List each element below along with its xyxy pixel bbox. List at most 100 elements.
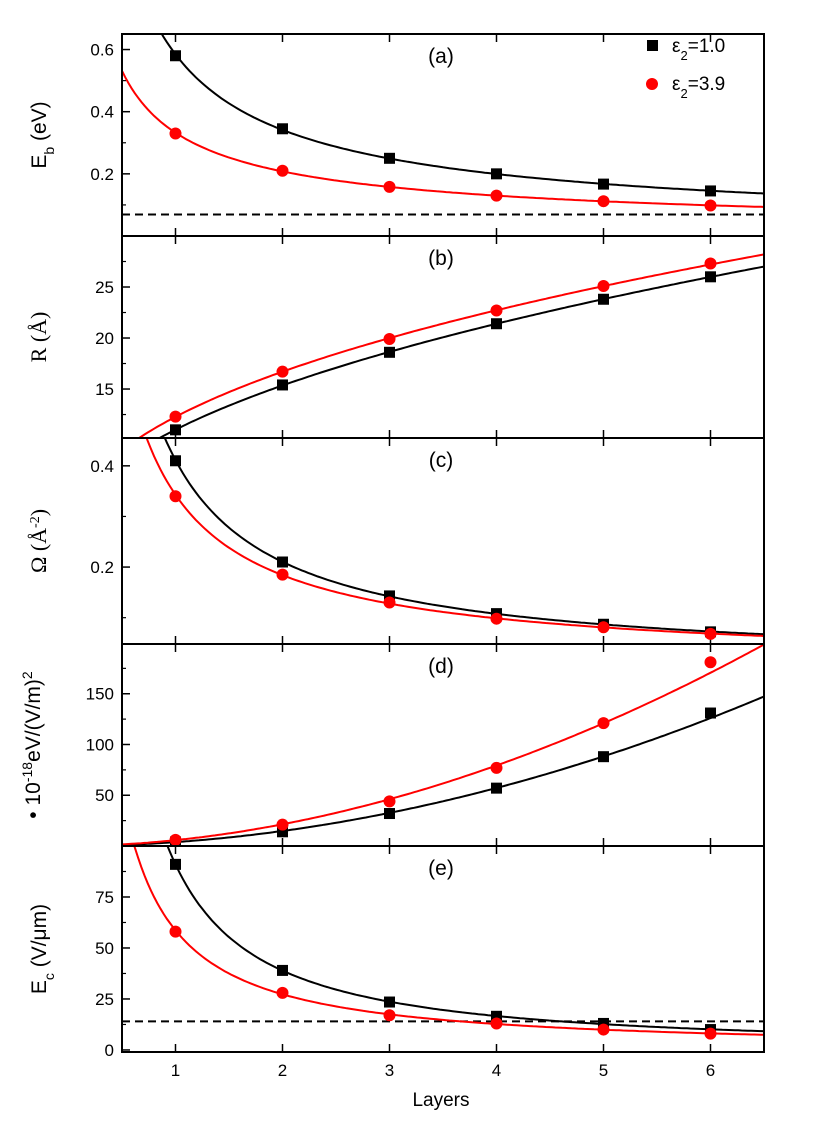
plot-area [122, 34, 764, 216]
data-point-square [384, 346, 395, 358]
y-axis-label: Eb (eV) [28, 101, 57, 168]
y-axis-label-part: E [28, 980, 51, 994]
data-point-circle [490, 304, 503, 317]
data-point-circle [276, 164, 289, 177]
y-axis-label: R (Å) [26, 312, 51, 363]
data-point-square [170, 424, 181, 436]
plot-area [145, 438, 764, 640]
x-tick-label: 1 [171, 1061, 180, 1080]
fit-curve-eps-1-0 [122, 695, 764, 846]
data-point-square [277, 123, 288, 135]
data-point-circle [383, 596, 396, 609]
data-point-circle [704, 627, 717, 640]
data-point-square [491, 318, 502, 330]
data-point-square [170, 50, 181, 62]
data-point-square [277, 826, 288, 838]
y-axis-label-part: E [28, 155, 51, 169]
y-axis-label-part: (V/μm) [28, 904, 51, 973]
y-tick-label: 100 [86, 735, 114, 754]
data-point-square [277, 964, 288, 976]
y-axis-label-part: (eV) [28, 101, 51, 147]
data-point-circle [490, 189, 503, 202]
data-point-circle [597, 1023, 610, 1036]
data-point-circle [383, 180, 396, 193]
data-point-square [705, 185, 716, 197]
data-point-circle [490, 1017, 503, 1030]
legend: ε2=1.0ε2=3.9 [646, 36, 725, 101]
panel-frame [121, 845, 765, 1053]
x-tick-label: 3 [385, 1061, 394, 1080]
panel-label: (a) [428, 45, 454, 68]
y-axis-label-part: Ω (Å [26, 528, 51, 573]
y-tick-label: 20 [95, 329, 114, 348]
panel-e: 0 25 50 75 Ec (V/μm) (e) [28, 845, 765, 1060]
legend-label-part: =3.9 [688, 74, 726, 95]
data-point-circle [490, 761, 503, 774]
data-point-square [491, 782, 502, 794]
data-point-square [384, 590, 395, 602]
y-axis-label-part: c [41, 973, 57, 980]
data-point-circle [169, 833, 182, 846]
fit-curve-eps-3-9 [145, 438, 764, 637]
data-point-square [384, 152, 395, 164]
legend-label: ε2=3.9 [672, 74, 725, 101]
data-point-circle [276, 986, 289, 999]
fit-curve-eps-1-0 [160, 34, 764, 195]
data-point-circle [169, 490, 182, 503]
data-point-circle [383, 795, 396, 808]
y-axis-label-part: -18 [19, 762, 35, 782]
data-point-circle [276, 365, 289, 378]
y-tick-label: 0 [105, 1041, 114, 1060]
data-point-circle [704, 199, 717, 212]
panel-label: (b) [428, 247, 454, 270]
data-point-square [277, 556, 288, 568]
plot-area [137, 253, 764, 438]
legend-label-part: 2 [680, 86, 687, 101]
data-point-square [277, 379, 288, 391]
y-tick-label: 0.6 [90, 41, 114, 60]
x-axis-label: Layers [412, 1090, 469, 1111]
data-point-circle [704, 1027, 717, 1040]
data-point-square [384, 808, 395, 820]
panel-d: 50 100 150 • 10-18eV/(V/m)2 (d) [19, 643, 765, 847]
fit-curve-eps-3-9 [133, 846, 764, 1036]
y-tick-label: 0.2 [90, 558, 114, 577]
legend-label-part: ε [672, 74, 681, 95]
y-tick-label: 50 [95, 786, 114, 805]
panel-label: (d) [428, 655, 454, 678]
y-tick-label: 25 [95, 990, 114, 1009]
fit-curve-eps-1-0 [166, 846, 764, 1033]
panel-label: (e) [428, 857, 454, 880]
legend-marker-circle [646, 78, 658, 90]
data-point-circle [597, 195, 610, 208]
data-point-square [491, 1010, 502, 1022]
y-tick-label: 150 [86, 685, 114, 704]
data-point-circle [276, 568, 289, 581]
data-point-circle [383, 1009, 396, 1022]
y-tick-label: 25 [95, 278, 114, 297]
data-point-square [598, 751, 609, 763]
y-axis-label-part: -2 [28, 516, 43, 528]
y-tick-label: 0.4 [90, 457, 114, 476]
y-axis-label-part: b [41, 147, 57, 155]
x-tick-label: 4 [492, 1061, 501, 1080]
x-tick-label: 6 [706, 1061, 715, 1080]
data-point-square [170, 858, 181, 870]
legend-label: ε2=1.0 [672, 36, 725, 63]
data-point-circle [169, 410, 182, 423]
fit-curve-eps-3-9 [122, 70, 764, 208]
x-tick-label: 5 [599, 1061, 608, 1080]
data-point-square [384, 996, 395, 1008]
data-point-circle [276, 818, 289, 831]
data-point-square [705, 271, 716, 283]
legend-label-part: =1.0 [688, 36, 726, 57]
data-point-square [598, 293, 609, 305]
y-tick-label: 50 [95, 939, 114, 958]
data-point-circle [597, 279, 610, 292]
data-point-circle [169, 127, 182, 140]
y-axis-label-part: 2 [19, 671, 35, 679]
y-axis-label-part: R (Å) [26, 312, 51, 363]
data-point-square [598, 1017, 609, 1029]
data-point-circle [490, 612, 503, 625]
data-point-square [491, 168, 502, 180]
